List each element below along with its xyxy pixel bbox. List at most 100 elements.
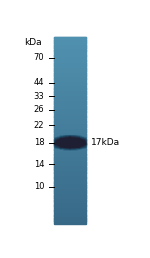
Bar xyxy=(54,89,86,90)
Bar xyxy=(61,146,62,147)
Bar xyxy=(66,141,67,142)
Bar xyxy=(64,142,65,143)
Bar xyxy=(80,136,81,137)
Bar xyxy=(64,139,65,140)
Bar xyxy=(75,137,76,138)
Bar xyxy=(55,147,56,148)
Bar xyxy=(80,142,81,143)
Bar xyxy=(54,48,86,49)
Bar xyxy=(61,140,62,141)
Bar xyxy=(54,175,86,176)
Bar xyxy=(65,143,66,144)
Bar xyxy=(54,153,86,154)
Bar xyxy=(68,146,69,147)
Bar xyxy=(54,54,86,55)
Bar xyxy=(80,143,81,144)
Bar xyxy=(76,143,77,144)
Bar xyxy=(72,137,73,138)
Bar xyxy=(57,141,58,142)
Bar xyxy=(62,140,63,141)
Bar xyxy=(79,135,80,136)
Bar xyxy=(54,95,86,96)
Bar xyxy=(54,137,86,138)
Bar xyxy=(54,67,86,68)
Bar xyxy=(73,139,74,140)
Bar xyxy=(54,145,55,146)
Bar xyxy=(74,144,75,145)
Bar xyxy=(77,138,78,139)
Bar xyxy=(81,140,82,141)
Bar xyxy=(56,143,57,144)
Bar xyxy=(75,138,76,139)
Bar xyxy=(79,136,80,137)
Bar xyxy=(60,144,61,145)
Bar xyxy=(54,49,86,50)
Bar xyxy=(54,68,86,69)
Bar xyxy=(63,144,64,145)
Bar xyxy=(83,144,84,145)
Bar xyxy=(70,142,71,143)
Bar xyxy=(54,116,86,117)
Bar xyxy=(77,145,78,146)
Bar xyxy=(75,145,76,146)
Bar xyxy=(54,76,86,77)
Bar xyxy=(73,149,74,150)
Bar xyxy=(73,145,74,146)
Bar xyxy=(63,138,64,139)
Bar xyxy=(73,138,74,139)
Bar xyxy=(68,148,69,149)
Bar xyxy=(54,200,86,201)
Bar xyxy=(73,144,74,145)
Bar xyxy=(75,142,76,143)
Bar xyxy=(54,37,86,38)
Bar xyxy=(54,64,86,65)
Bar xyxy=(58,137,59,138)
Bar xyxy=(54,197,86,198)
Bar xyxy=(54,170,86,171)
Bar xyxy=(79,141,80,142)
Bar xyxy=(84,145,85,146)
Bar xyxy=(59,136,60,137)
Bar xyxy=(54,205,86,206)
Bar xyxy=(68,147,69,148)
Bar xyxy=(54,41,86,42)
Bar xyxy=(54,63,86,64)
Bar xyxy=(78,146,79,147)
Text: kDa: kDa xyxy=(25,38,42,47)
Bar xyxy=(72,140,73,141)
Bar xyxy=(57,142,58,143)
Bar xyxy=(54,109,86,110)
Bar xyxy=(74,135,75,136)
Bar xyxy=(75,148,76,149)
Bar xyxy=(54,179,86,180)
Bar xyxy=(65,146,66,147)
Bar xyxy=(79,139,80,140)
Bar xyxy=(54,186,86,187)
Bar xyxy=(54,171,86,172)
Bar xyxy=(60,146,61,147)
Bar xyxy=(61,137,62,138)
Bar xyxy=(54,202,86,203)
Bar xyxy=(82,137,83,138)
Bar xyxy=(63,136,64,137)
Bar xyxy=(71,149,72,150)
Bar xyxy=(54,167,86,168)
Bar xyxy=(84,138,85,139)
Bar xyxy=(76,138,77,139)
Bar xyxy=(82,142,83,143)
Bar xyxy=(85,139,86,140)
Bar xyxy=(57,136,58,137)
Bar xyxy=(54,108,86,109)
Bar xyxy=(80,144,81,145)
Bar xyxy=(54,192,86,193)
Bar xyxy=(54,154,86,155)
Bar xyxy=(54,59,86,60)
Bar xyxy=(59,140,60,141)
Bar xyxy=(54,37,86,38)
Bar xyxy=(54,102,86,103)
Bar xyxy=(55,146,56,147)
Bar xyxy=(54,126,86,127)
Bar xyxy=(54,143,55,144)
Bar xyxy=(59,146,60,147)
Bar xyxy=(54,219,86,220)
